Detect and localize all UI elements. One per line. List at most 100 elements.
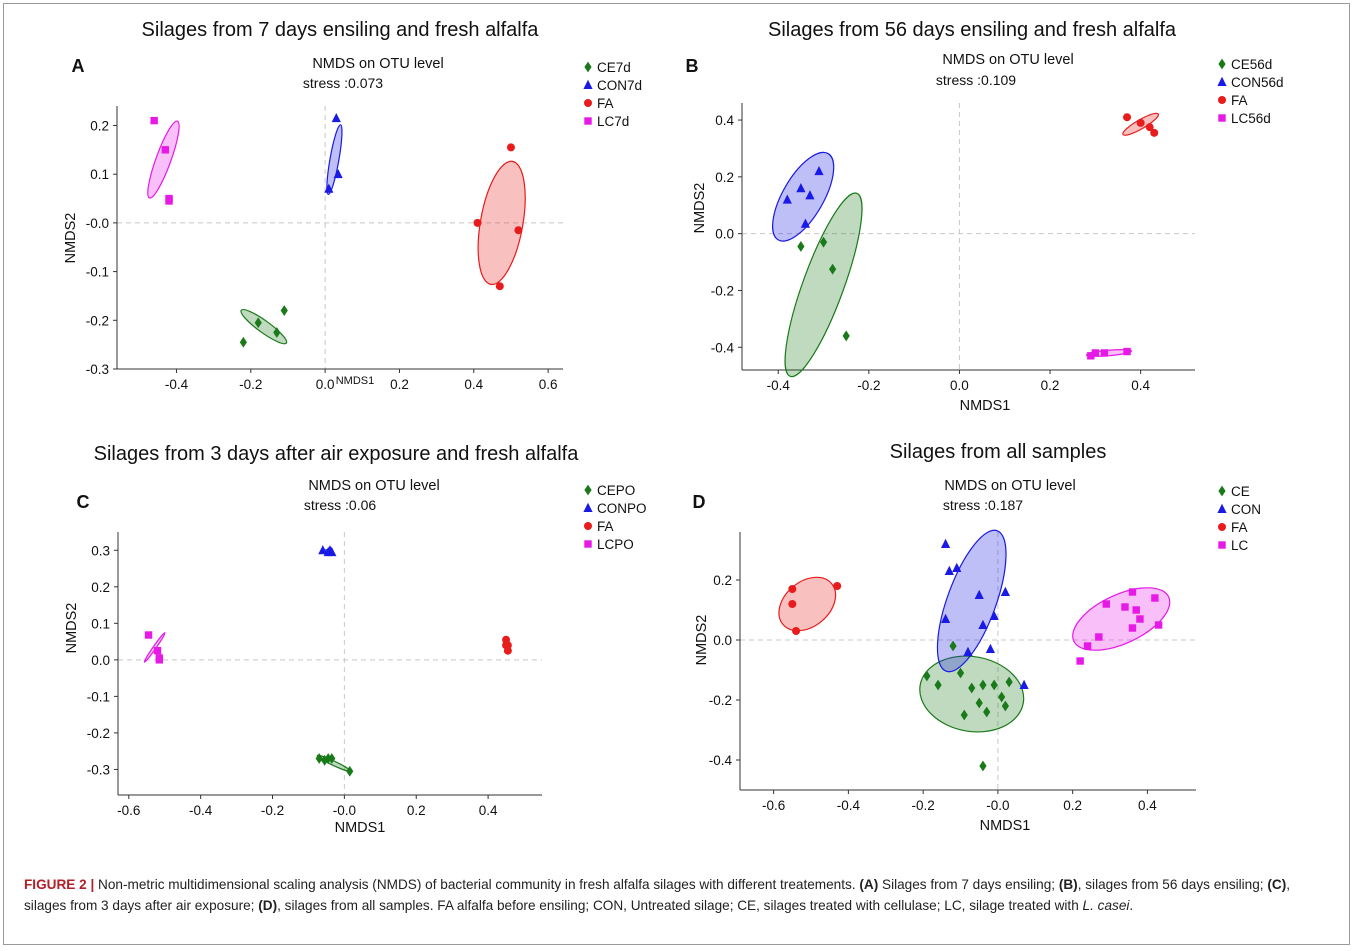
panel-a-x-tick-label: 0.4 xyxy=(464,377,483,392)
panel-d-data-point xyxy=(990,679,998,691)
panel-a-legend-marker-con7d xyxy=(583,79,593,89)
panel-a-data-point xyxy=(239,336,247,348)
caption-text: (D) xyxy=(258,898,278,913)
figure-frame xyxy=(3,3,1350,945)
panel-a-data-point xyxy=(495,282,504,291)
panel-d-data-point xyxy=(949,640,957,652)
panel-c-data-point xyxy=(328,753,336,764)
panel-a-title: Silages from 7 days ensiling and fresh a… xyxy=(142,19,540,41)
panel-c-y-tick-label: 0.3 xyxy=(91,543,110,558)
panel-c-letter: C xyxy=(77,492,90,512)
panel-b-legend-marker-fa xyxy=(1218,96,1226,104)
panel-b-data-point xyxy=(1087,352,1095,360)
panel-b-y-tick-label: 0.0 xyxy=(715,227,734,242)
panel-d-title: Silages from all samples xyxy=(890,441,1107,463)
panel-a-legend-label-lc7d: LC7d xyxy=(597,114,629,129)
panel-b-x-tick-label: 0.4 xyxy=(1131,378,1150,393)
panel-b-data-point xyxy=(1150,128,1159,137)
panel-b-data-point xyxy=(796,183,806,193)
panel-d-series-con xyxy=(940,538,1029,689)
panel-b-legend-marker-con56d xyxy=(1217,76,1227,86)
panel-b-series-ce56d xyxy=(797,236,850,342)
panel-d-data-point xyxy=(960,709,968,721)
nmds-figure: Silages from 7 days ensiling and fresh a… xyxy=(63,19,1284,836)
panel-d-series-lc xyxy=(1076,588,1163,665)
panel-c-x-tick-label: 0.2 xyxy=(407,803,426,818)
panel-d-series-ce xyxy=(923,640,1013,772)
figure-caption: FIGURE 2 | Non-metric multidimensional s… xyxy=(24,874,1334,916)
panel-c-data-point xyxy=(318,545,328,555)
panel-c-y-tick-label: -0.3 xyxy=(87,762,110,777)
panel-b-x-axis-label: NMDS1 xyxy=(960,398,1011,414)
panel-d-x-tick-label: 0.4 xyxy=(1138,798,1157,813)
panel-b-stress: stress :0.109 xyxy=(936,72,1016,88)
panel-d-data-point xyxy=(923,670,931,682)
panel-a-confidence-ellipse-con7d xyxy=(326,124,343,195)
panel-d-data-point xyxy=(1136,615,1144,623)
panel-a-series-ce7d xyxy=(239,305,288,348)
caption-text: L. casei xyxy=(1082,898,1130,913)
panel-d-x-tick-label: -0.6 xyxy=(762,798,785,813)
panel-c-x-tick-label: 0.4 xyxy=(479,803,498,818)
panel-d-legend-marker-lc xyxy=(1218,541,1226,549)
caption-text: (A) xyxy=(859,877,879,892)
panel-d-subtitle: NMDS on OTU level xyxy=(944,478,1075,494)
panel-c-title: Silages from 3 days after air exposure a… xyxy=(94,443,580,465)
panel-b-legend-label-lc56d: LC56d xyxy=(1231,111,1271,126)
panel-a-legend-label-ce7d: CE7d xyxy=(597,60,631,75)
panel-b-data-point xyxy=(1100,349,1109,357)
panel-a-legend-label-con7d: CON7d xyxy=(597,78,642,93)
panel-d-data-point xyxy=(1076,657,1084,665)
panel-c-data-point xyxy=(346,765,354,777)
panel-a-stress: stress :0.073 xyxy=(303,75,383,91)
panel-a-y-tick-label: -0.1 xyxy=(86,265,109,280)
panel-d-data-point xyxy=(978,619,988,629)
panel-d-data-point xyxy=(1001,700,1009,712)
panel-c-x-tick-label: -0.6 xyxy=(117,803,140,818)
panel-c-x-axis-label: NMDS1 xyxy=(335,820,386,836)
panel-b-data-point xyxy=(805,190,815,200)
panel-b-y-tick-label: -0.2 xyxy=(711,283,734,298)
panel-b-data-point xyxy=(1136,118,1145,127)
panel-a-x-tick-label: -0.4 xyxy=(165,377,189,392)
panel-d-data-point xyxy=(1154,621,1163,629)
panel-d-series-fa xyxy=(788,582,842,635)
panel-c-legend-marker-conpo xyxy=(583,502,593,512)
panel-d-stress: stress :0.187 xyxy=(943,497,1023,513)
panel-d-legend-marker-ce xyxy=(1218,485,1226,497)
panel-d-confidence-ellipse-fa xyxy=(778,576,837,632)
panel-c-data-point xyxy=(144,631,153,639)
panel-a-data-point xyxy=(506,143,515,152)
panel-c-data-point xyxy=(315,753,323,764)
panel-b-y-axis-label: NMDS2 xyxy=(692,183,708,234)
panel-d-confidence-ellipse-lc xyxy=(1072,587,1171,651)
panel-d-y-tick-label: 0.0 xyxy=(713,633,732,648)
panel-b-legend-label-ce56d: CE56d xyxy=(1231,57,1272,72)
panel-c-series-lcpo xyxy=(144,631,164,664)
panel-b-series-fa xyxy=(1123,113,1159,137)
panel-c-y-axis-label: NMDS2 xyxy=(64,603,80,654)
panel-a-series-lc7d xyxy=(150,116,173,205)
panel-d-data-point xyxy=(1095,633,1103,641)
panel-a-subtitle: NMDS on OTU level xyxy=(312,56,443,72)
caption-text: (C) xyxy=(1267,877,1287,892)
panel-b-legend-marker-lc56d xyxy=(1218,114,1226,122)
panel-a-data-point xyxy=(254,317,262,329)
panel-a-letter: A xyxy=(72,56,85,76)
panel-b-x-tick-label: -0.2 xyxy=(857,378,880,393)
panel-b-data-point xyxy=(1091,349,1100,357)
panel-c-legend-marker-lcpo xyxy=(584,540,592,548)
panel-d-confidence-ellipse-ce xyxy=(919,655,1025,733)
panel-c-data-point xyxy=(155,656,164,664)
panel-d-data-point xyxy=(1151,594,1159,602)
panel-b-confidence-ellipse-ce56d xyxy=(784,192,863,378)
panel-b-data-point xyxy=(1145,123,1154,132)
panel-c-y-tick-label: 0.0 xyxy=(91,653,110,668)
panel-d-data-point xyxy=(1000,586,1010,596)
panel-b-data-point xyxy=(1123,113,1132,122)
panel-d-data-point xyxy=(940,538,951,548)
panel-c-legend-marker-cepo xyxy=(584,484,592,496)
panel-d-x-axis-label: NMDS1 xyxy=(980,818,1031,834)
panel-a-confidence-ellipse-fa xyxy=(477,160,526,286)
panel-a-data-point xyxy=(331,112,341,123)
